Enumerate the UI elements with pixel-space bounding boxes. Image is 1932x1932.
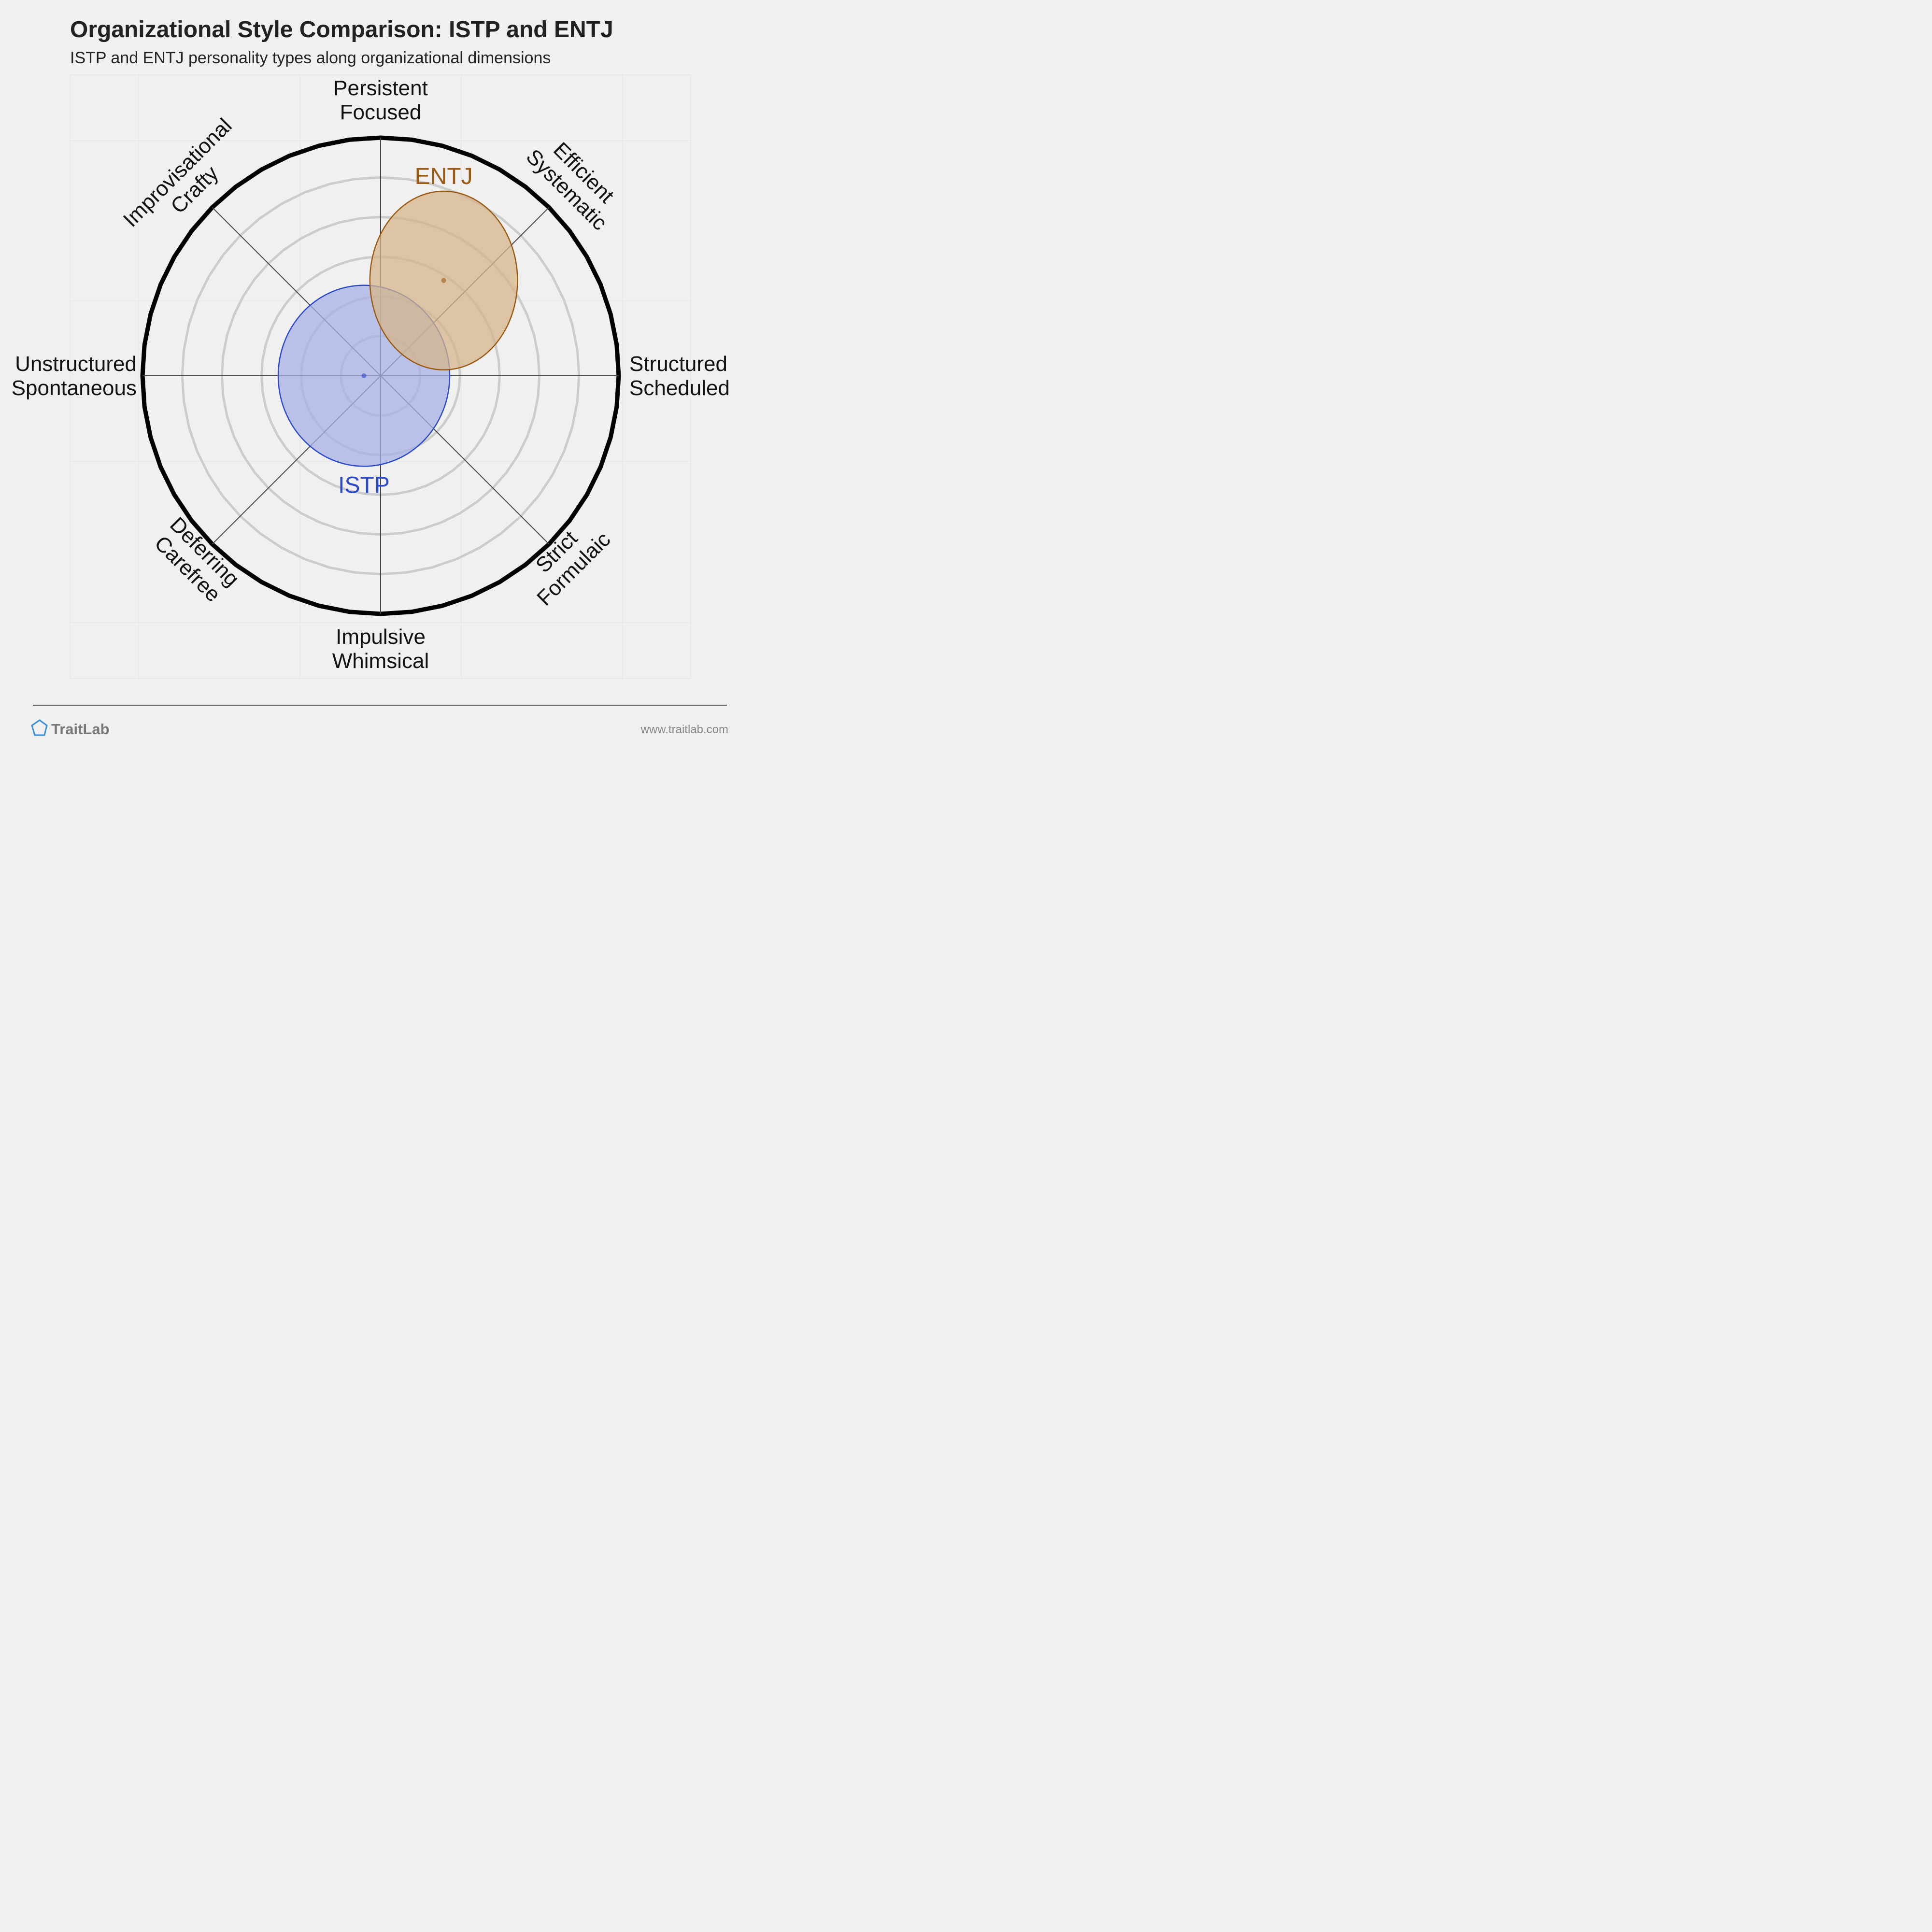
footer-url[interactable]: www.traitlab.com xyxy=(640,723,728,736)
series-layer: ISTP ENTJ xyxy=(277,164,518,498)
axis-label: Persistent Focused xyxy=(333,76,428,124)
axis-label: Unstructured Spontaneous xyxy=(12,352,137,400)
footer-brand[interactable]: TraitLab xyxy=(51,721,110,738)
chart-title: Organizational Style Comparison: ISTP an… xyxy=(70,17,613,43)
axis-label-line: Persistent xyxy=(333,76,428,100)
chart: Organizational Style Comparison: ISTP an… xyxy=(12,17,730,738)
series-label-entj: ENTJ xyxy=(415,164,473,189)
axis-label: Impulsive Whimsical xyxy=(332,625,429,673)
axis-label-line: Impulsive xyxy=(336,625,426,649)
series-point-istp xyxy=(361,373,367,378)
traitlab-logo-icon xyxy=(31,719,48,736)
axis-label-line: Scheduled xyxy=(629,376,730,400)
axis-label-line: Spontaneous xyxy=(12,376,137,400)
chart-subtitle: ISTP and ENTJ personality types along or… xyxy=(70,49,551,67)
axis-label-line: Unstructured xyxy=(15,352,137,376)
series-label-istp: ISTP xyxy=(338,472,390,498)
axis-label-line: Focused xyxy=(340,100,422,124)
axis-label-line: Structured xyxy=(629,352,727,376)
series-point-entj xyxy=(441,278,446,283)
axis-label-line: Whimsical xyxy=(332,649,429,673)
axis-label: Structured Scheduled xyxy=(629,352,730,400)
